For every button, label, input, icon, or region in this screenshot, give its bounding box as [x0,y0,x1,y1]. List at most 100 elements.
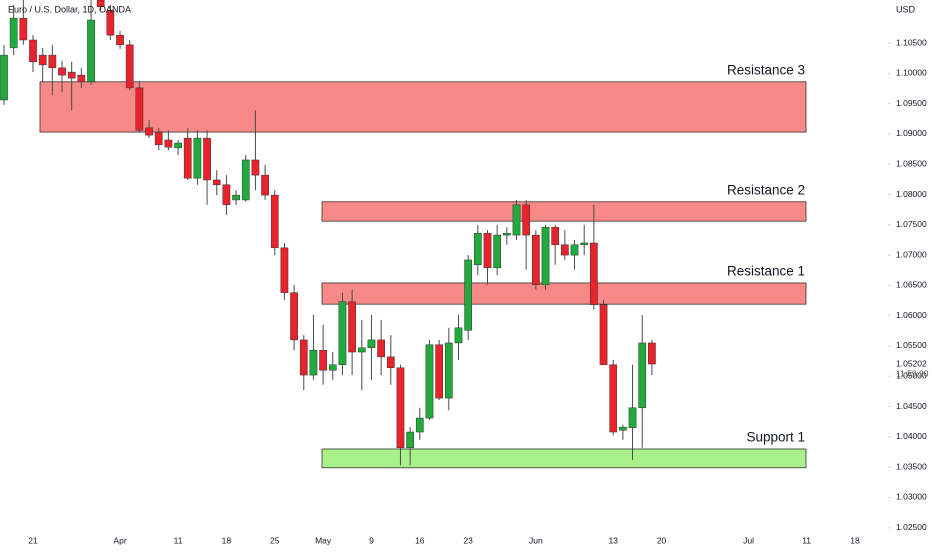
y-tick-label: 1.03000 [896,492,927,502]
candle-body [48,54,57,69]
candle-body [415,417,424,433]
y-tick-label: 1.10000 [896,68,927,78]
y-tick-label: 1.03500 [896,461,927,471]
candle-body [580,242,589,246]
candle-body [116,34,124,46]
y-tick-label: 1.10500 [896,37,927,47]
candle-body [473,233,482,266]
candle-body [406,431,414,449]
candle-body [270,194,279,249]
candle-body [261,174,269,196]
candle-body [570,244,579,256]
candle-body [280,247,289,293]
candle-body [444,342,453,399]
candle-body [58,67,66,76]
candle-body [77,74,86,83]
x-tick-label: 9 [369,535,374,545]
last-price-label: 1.05202 [896,358,927,368]
candle-body [502,233,511,236]
x-tick-label: 13 [608,535,618,545]
candle-body [638,342,647,409]
currency-label: USD [896,4,916,14]
y-tick-label: 1.02500 [896,522,927,532]
candle-body [67,71,76,79]
candle-body [29,39,37,63]
candle-body [9,17,18,49]
candle-body [0,54,8,101]
chart-title: Euro / U.S. Dollar, 1D, OANDA [8,4,131,14]
candle-body [483,233,492,269]
candle-body [241,159,250,201]
candle-body [454,327,463,344]
candles [0,0,656,466]
candle-body [532,234,540,286]
candle-body [87,19,95,83]
y-tick-label: 1.08500 [896,158,927,168]
candle-body [386,356,395,369]
zone [39,81,807,133]
candle-body [251,159,260,176]
candle-body [222,184,231,206]
y-tick-label: 1.06500 [896,280,927,290]
x-tick-label: 25 [270,535,280,545]
candle-body [628,407,637,429]
zones: Resistance 3 Resistance 2 Resistance 1 Supp… [39,62,807,469]
x-tick-label: 11 [174,535,183,545]
zone-label: Support 1 [746,430,805,445]
candle-body [609,364,618,433]
y-tick-label: 1.05500 [896,340,927,350]
candle-body [493,234,502,269]
candle-body [212,179,221,186]
candle-body [357,347,366,353]
candle-body [551,226,560,246]
candle-body [38,54,47,66]
zone [321,282,807,305]
candle-body [348,301,356,353]
candle-body [425,344,434,419]
countdown-label: 11:59:20 [896,368,929,378]
x-tick-label: 18 [850,535,860,545]
candle-body [338,301,347,366]
x-tick-label: Apr [113,535,126,545]
candle-body [512,204,521,236]
candle-body [561,244,569,256]
candle-body [522,204,531,236]
zone-label: Resistance 3 [727,62,805,77]
candle-body [125,44,134,89]
zone-label: Resistance 1 [727,264,805,279]
y-tick-label: 1.09000 [896,128,927,138]
zone [321,201,807,222]
candle-body [541,226,550,286]
y-tick-label: 1.07000 [896,249,927,259]
x-tick-label: 21 [28,535,38,545]
candle-body [396,367,405,449]
candle-body [319,349,327,371]
candle-body [145,127,153,136]
candle-body [299,339,308,376]
candle-body [154,131,163,146]
x-tick-label: 23 [463,535,473,545]
x-tick-label: Jun [529,535,543,545]
y-tick-label: 1.07500 [896,219,927,229]
candle-body [328,364,337,371]
candle-body [599,304,608,366]
x-tick-label: 18 [222,535,232,545]
x-tick-label: May [315,535,332,545]
y-tick-label: 1.08000 [896,189,927,199]
candle-body [619,426,627,431]
candle-body [164,139,173,148]
axes: 1.02500 1.03000 1.03500 1.04000 1.04500 1.050… [28,37,928,545]
candle-body [309,349,318,376]
zone [321,448,807,469]
candle-body [183,137,192,179]
y-tick-label: 1.04500 [896,401,927,411]
candle-body [203,137,211,181]
x-tick-label: 11 [802,535,811,545]
candle-body [367,339,376,349]
candle-body [193,137,202,179]
y-tick-label: 1.05000 [896,371,927,381]
candle-body [135,87,144,131]
candle-body [590,242,598,306]
x-tick-label: Jul [743,535,754,545]
